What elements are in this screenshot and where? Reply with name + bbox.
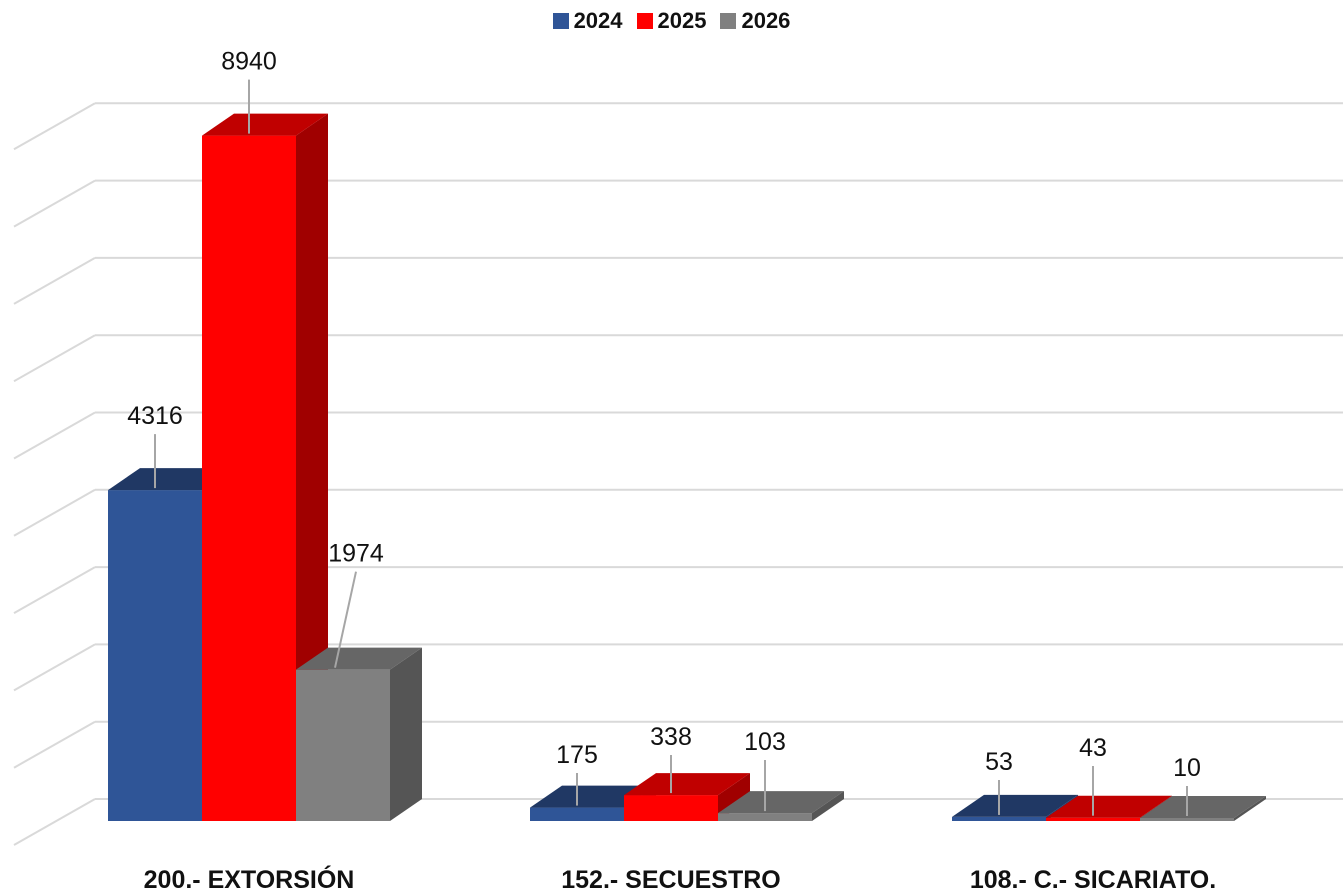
bar-200-extorsion-2025 [202,113,328,822]
legend-label-2025: 2025 [657,8,707,33]
category-label-108-c-sicariato: 108.- C.- SICARIATO. [970,866,1216,894]
bar-152-secuestro-2026-top [718,791,844,814]
legend-swatch-2025 [636,13,653,29]
legend-item-2024: 2024 [552,8,623,34]
bar-108-c-sicariato-2025-top [1046,795,1172,818]
bar-200-extorsion-2026-top [296,647,422,670]
gridline-side [13,334,96,383]
value-label-152-secuestro-2024: 175 [556,741,598,769]
category-label-200-extorsion: 200.- EXTORSIÓN [144,864,355,894]
value-label-200-extorsion-2025: 8940 [221,48,277,76]
gridline-side [13,798,96,846]
bar-152-secuestro-2024-front [530,807,624,821]
value-label-152-secuestro-2025: 338 [650,723,692,751]
bar-108-c-sicariato-2026-front [1140,818,1234,821]
bar-200-extorsion-2026-front [296,669,390,821]
bar-108-c-sicariato-2025-front [1046,817,1140,821]
bar-108-c-sicariato-2026-top [1140,796,1266,818]
bar-200-extorsion-2025-front [202,135,296,822]
category-labels: 200.- EXTORSIÓN 152.- SECUESTRO 108.- C.- … [144,864,1217,894]
bar-108-c-sicariato-2024-top [952,794,1078,817]
legend-label-2026: 2026 [741,8,791,33]
gridline-side [13,257,96,305]
gridline-side [13,720,96,769]
bar-152-secuestro-2025-front [624,795,718,821]
value-label-200-extorsion-2024: 4316 [127,402,183,430]
value-label-152-secuestro-2026: 103 [744,728,786,756]
legend-item-2025: 2025 [636,8,707,34]
gridline-side [13,566,96,614]
bar-200-extorsion-2026-side [390,647,422,821]
value-label-108-c-sicariato-2026: 10 [1173,754,1201,782]
bar-108-c-sicariato-2024-front [952,816,1046,821]
bars [108,113,1266,822]
bar-108-c-sicariato-2026 [1140,796,1266,821]
legend-item-2026: 2026 [720,8,790,34]
bar-200-extorsion-2026 [296,647,422,821]
bar-152-secuestro-2026-side [812,791,844,821]
bar-108-c-sicariato-2026-side [1234,796,1266,821]
value-label-200-extorsion-2026: 1974 [328,540,384,568]
gridline-side [13,179,96,228]
legend-swatch-2024 [552,13,569,29]
bar-152-secuestro-2026 [718,791,844,821]
value-label-108-c-sicariato-2025: 43 [1079,734,1107,762]
legend: 2024 2025 2026 [0,8,1343,34]
legend-swatch-2026 [720,13,737,29]
gridline-side [13,643,96,692]
legend-label-2024: 2024 [573,8,623,33]
value-leader-200-extorsion-2026 [334,571,357,668]
gridline-side [13,102,96,151]
bar-152-secuestro-2026-front [718,813,812,821]
category-label-152-secuestro: 152.- SECUESTRO [561,866,781,894]
gridline-side [13,488,96,537]
bar-152-secuestro-2025-top [624,773,750,796]
bar-200-extorsion-2024-front [108,490,202,821]
value-label-108-c-sicariato-2024: 53 [985,748,1013,776]
bar-200-extorsion-2025-side [296,113,328,822]
bar-200-extorsion-2025-top [202,113,328,136]
value-labels: 4316 8940 1974 175 338 103 53 43 10 [127,48,1201,816]
gridline-side [13,411,96,460]
